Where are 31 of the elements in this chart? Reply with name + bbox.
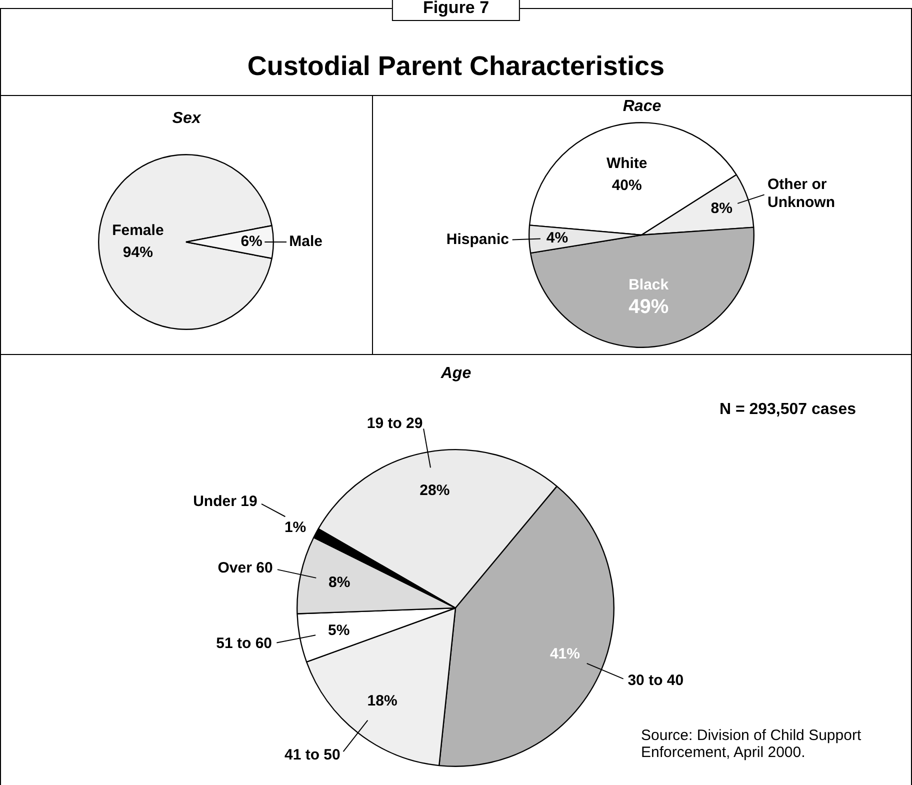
slice-label: 41 to 50 xyxy=(284,746,340,764)
slice-label: 30 to 40 xyxy=(628,672,684,689)
chart-title: Race xyxy=(622,98,662,116)
slice-label: White xyxy=(606,155,648,172)
data-label: 94% xyxy=(122,244,153,262)
slice-label: Female xyxy=(112,222,164,240)
data-label: 1% xyxy=(284,519,306,536)
legend-label: Under 19 xyxy=(193,492,258,510)
data-label: 49% xyxy=(628,296,669,318)
data-label: 4% xyxy=(546,229,568,246)
slice-label: Other or Unknown xyxy=(768,176,836,211)
slice-label: Male xyxy=(289,233,322,250)
data-label: 28% xyxy=(420,482,450,500)
data-label: 8% xyxy=(328,574,350,592)
data-label: 5% xyxy=(328,622,350,639)
caption: Figure 7 xyxy=(392,0,520,21)
text: Custodial Parent Characteristics xyxy=(246,51,666,82)
data-label: 40% xyxy=(612,177,642,194)
slice-label: Black xyxy=(628,276,670,294)
data-label: 18% xyxy=(367,692,398,710)
text: N = 293,507 cases xyxy=(719,401,856,419)
slice-label: Over 60 xyxy=(218,560,273,577)
slice-label: 51 to 60 xyxy=(216,634,272,652)
chart-title: Sex xyxy=(171,110,202,128)
data-label: 8% xyxy=(710,200,732,217)
chart-title: Age xyxy=(440,365,472,383)
slice-label: Hispanic xyxy=(446,231,509,248)
slice-label: 19 to 29 xyxy=(366,415,423,432)
data-label: 41% xyxy=(550,645,580,662)
data-label: 6% xyxy=(240,233,262,250)
source-note: Source: Division of Child Support Enforcement, April 2000. xyxy=(641,727,862,761)
